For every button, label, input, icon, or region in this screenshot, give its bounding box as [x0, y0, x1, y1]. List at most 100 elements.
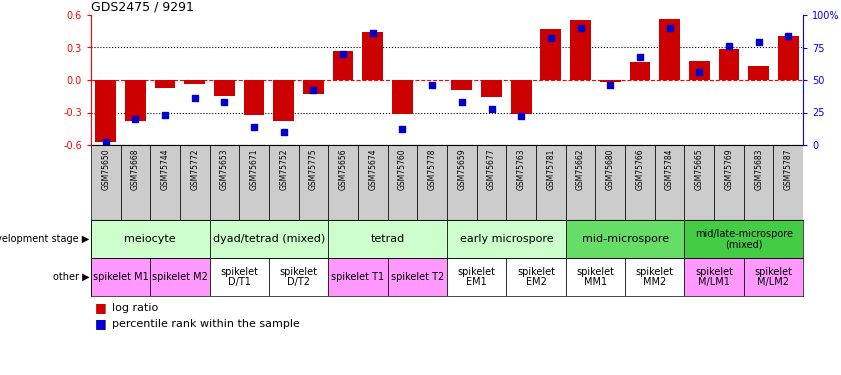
Point: [722, 43, 736, 49]
Bar: [155, 80, 176, 88]
Bar: [774, 145, 803, 220]
Bar: [600, 80, 621, 82]
Bar: [303, 80, 324, 94]
Text: GSM75674: GSM75674: [368, 149, 378, 190]
Bar: [685, 220, 803, 258]
Text: GSM75752: GSM75752: [279, 149, 288, 190]
Bar: [566, 145, 595, 220]
Bar: [125, 80, 145, 121]
Point: [692, 69, 706, 75]
Text: GSM75665: GSM75665: [695, 149, 704, 190]
Bar: [595, 145, 625, 220]
Bar: [151, 145, 180, 220]
Bar: [685, 145, 714, 220]
Point: [307, 87, 320, 93]
Text: other ▶: other ▶: [52, 272, 89, 282]
Bar: [477, 145, 506, 220]
Text: GSM75760: GSM75760: [398, 149, 407, 190]
Bar: [566, 258, 625, 296]
Text: mid-microspore: mid-microspore: [581, 234, 669, 244]
Text: spikelet
M/LM1: spikelet M/LM1: [696, 267, 733, 287]
Bar: [392, 80, 413, 114]
Text: GSM75744: GSM75744: [161, 149, 170, 190]
Point: [336, 51, 350, 57]
Point: [515, 113, 528, 119]
Bar: [184, 80, 205, 84]
Bar: [541, 29, 561, 80]
Point: [574, 25, 587, 31]
Text: GSM75784: GSM75784: [665, 149, 674, 190]
Text: meiocyte: meiocyte: [124, 234, 176, 244]
Text: spikelet T2: spikelet T2: [391, 272, 444, 282]
Point: [544, 35, 558, 41]
Text: GSM75787: GSM75787: [784, 149, 793, 190]
Text: ■: ■: [95, 302, 107, 315]
Text: GSM75683: GSM75683: [754, 149, 763, 190]
Text: tetrad: tetrad: [371, 234, 405, 244]
Bar: [743, 258, 803, 296]
Bar: [91, 220, 209, 258]
Text: GSM75662: GSM75662: [576, 149, 585, 190]
Bar: [778, 36, 799, 80]
Point: [484, 106, 498, 112]
Text: GSM75677: GSM75677: [487, 149, 496, 190]
Bar: [269, 145, 299, 220]
Bar: [566, 220, 685, 258]
Bar: [388, 258, 447, 296]
Bar: [506, 145, 536, 220]
Text: GSM75769: GSM75769: [724, 149, 733, 190]
Bar: [743, 145, 774, 220]
Bar: [685, 258, 743, 296]
Bar: [388, 145, 417, 220]
Bar: [328, 145, 358, 220]
Point: [218, 99, 231, 105]
Text: GSM75668: GSM75668: [131, 149, 140, 190]
Bar: [510, 80, 532, 114]
Bar: [625, 258, 685, 296]
Text: spikelet M2: spikelet M2: [152, 272, 208, 282]
Text: spikelet
MM1: spikelet MM1: [576, 267, 615, 287]
Text: log ratio: log ratio: [112, 303, 158, 313]
Bar: [506, 258, 566, 296]
Bar: [214, 80, 235, 96]
Point: [158, 112, 172, 118]
Bar: [269, 258, 328, 296]
Bar: [91, 258, 151, 296]
Point: [366, 30, 379, 36]
Bar: [273, 80, 294, 121]
Bar: [209, 145, 239, 220]
Text: GSM75653: GSM75653: [220, 149, 229, 190]
Bar: [655, 145, 685, 220]
Bar: [239, 145, 269, 220]
Bar: [358, 145, 388, 220]
Point: [426, 82, 439, 88]
Text: GSM75766: GSM75766: [636, 149, 644, 190]
Bar: [328, 258, 388, 296]
Bar: [447, 258, 506, 296]
Text: GDS2475 / 9291: GDS2475 / 9291: [91, 1, 193, 14]
Point: [396, 126, 410, 132]
Point: [752, 39, 765, 45]
Text: spikelet
M/LM2: spikelet M/LM2: [754, 267, 792, 287]
Text: spikelet T1: spikelet T1: [331, 272, 384, 282]
Text: spikelet
D/T1: spikelet D/T1: [220, 267, 258, 287]
Bar: [748, 66, 769, 80]
Text: spikelet
EM2: spikelet EM2: [517, 267, 555, 287]
Bar: [481, 80, 502, 98]
Bar: [659, 20, 680, 80]
Bar: [95, 80, 116, 142]
Bar: [91, 145, 120, 220]
Bar: [689, 60, 710, 80]
Bar: [447, 145, 477, 220]
Bar: [718, 49, 739, 80]
Point: [247, 124, 261, 130]
Text: spikelet
MM2: spikelet MM2: [636, 267, 674, 287]
Bar: [630, 62, 650, 80]
Bar: [417, 145, 447, 220]
Point: [188, 95, 202, 101]
Text: dyad/tetrad (mixed): dyad/tetrad (mixed): [213, 234, 325, 244]
Text: GSM75781: GSM75781: [547, 149, 555, 190]
Bar: [452, 80, 472, 90]
Text: GSM75778: GSM75778: [428, 149, 436, 190]
Text: mid/late-microspore
(mixed): mid/late-microspore (mixed): [695, 229, 793, 249]
